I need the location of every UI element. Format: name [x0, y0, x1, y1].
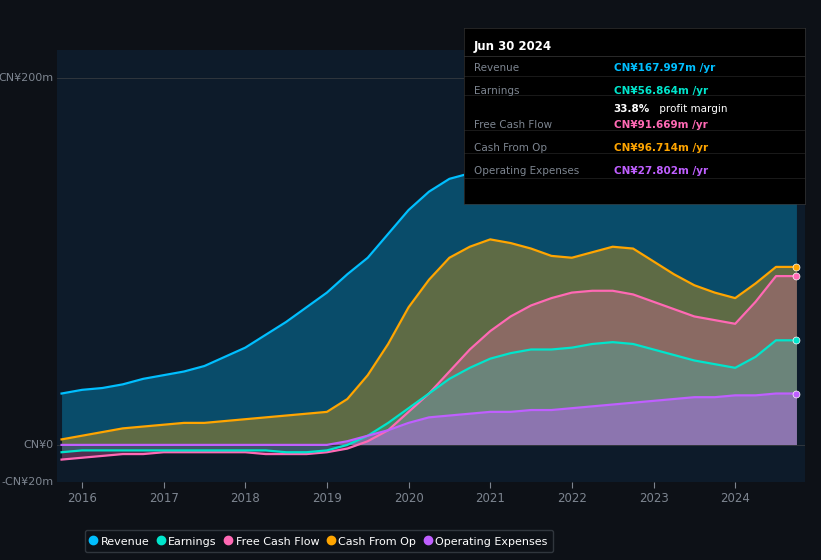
Text: Operating Expenses: Operating Expenses — [474, 166, 580, 176]
Text: CN¥96.714m /yr: CN¥96.714m /yr — [614, 143, 708, 153]
Text: Jun 30 2024: Jun 30 2024 — [474, 40, 553, 53]
Text: CN¥0: CN¥0 — [24, 440, 53, 450]
Text: CN¥56.864m /yr: CN¥56.864m /yr — [614, 86, 708, 96]
Text: Earnings: Earnings — [474, 86, 520, 96]
Text: Revenue: Revenue — [474, 63, 519, 73]
Text: profit margin: profit margin — [656, 104, 728, 114]
Text: CN¥91.669m /yr: CN¥91.669m /yr — [614, 120, 708, 130]
Point — [790, 132, 803, 141]
Point — [790, 263, 803, 272]
Point — [790, 272, 803, 281]
Text: -CN¥20m: -CN¥20m — [2, 477, 53, 487]
Text: CN¥200m: CN¥200m — [0, 73, 53, 83]
Text: CN¥167.997m /yr: CN¥167.997m /yr — [614, 63, 715, 73]
Legend: Revenue, Earnings, Free Cash Flow, Cash From Op, Operating Expenses: Revenue, Earnings, Free Cash Flow, Cash … — [85, 530, 553, 552]
Text: Free Cash Flow: Free Cash Flow — [474, 120, 553, 130]
Text: Cash From Op: Cash From Op — [474, 143, 547, 153]
Point — [790, 389, 803, 398]
Point — [790, 336, 803, 345]
Text: 33.8%: 33.8% — [614, 104, 650, 114]
Text: CN¥27.802m /yr: CN¥27.802m /yr — [614, 166, 708, 176]
